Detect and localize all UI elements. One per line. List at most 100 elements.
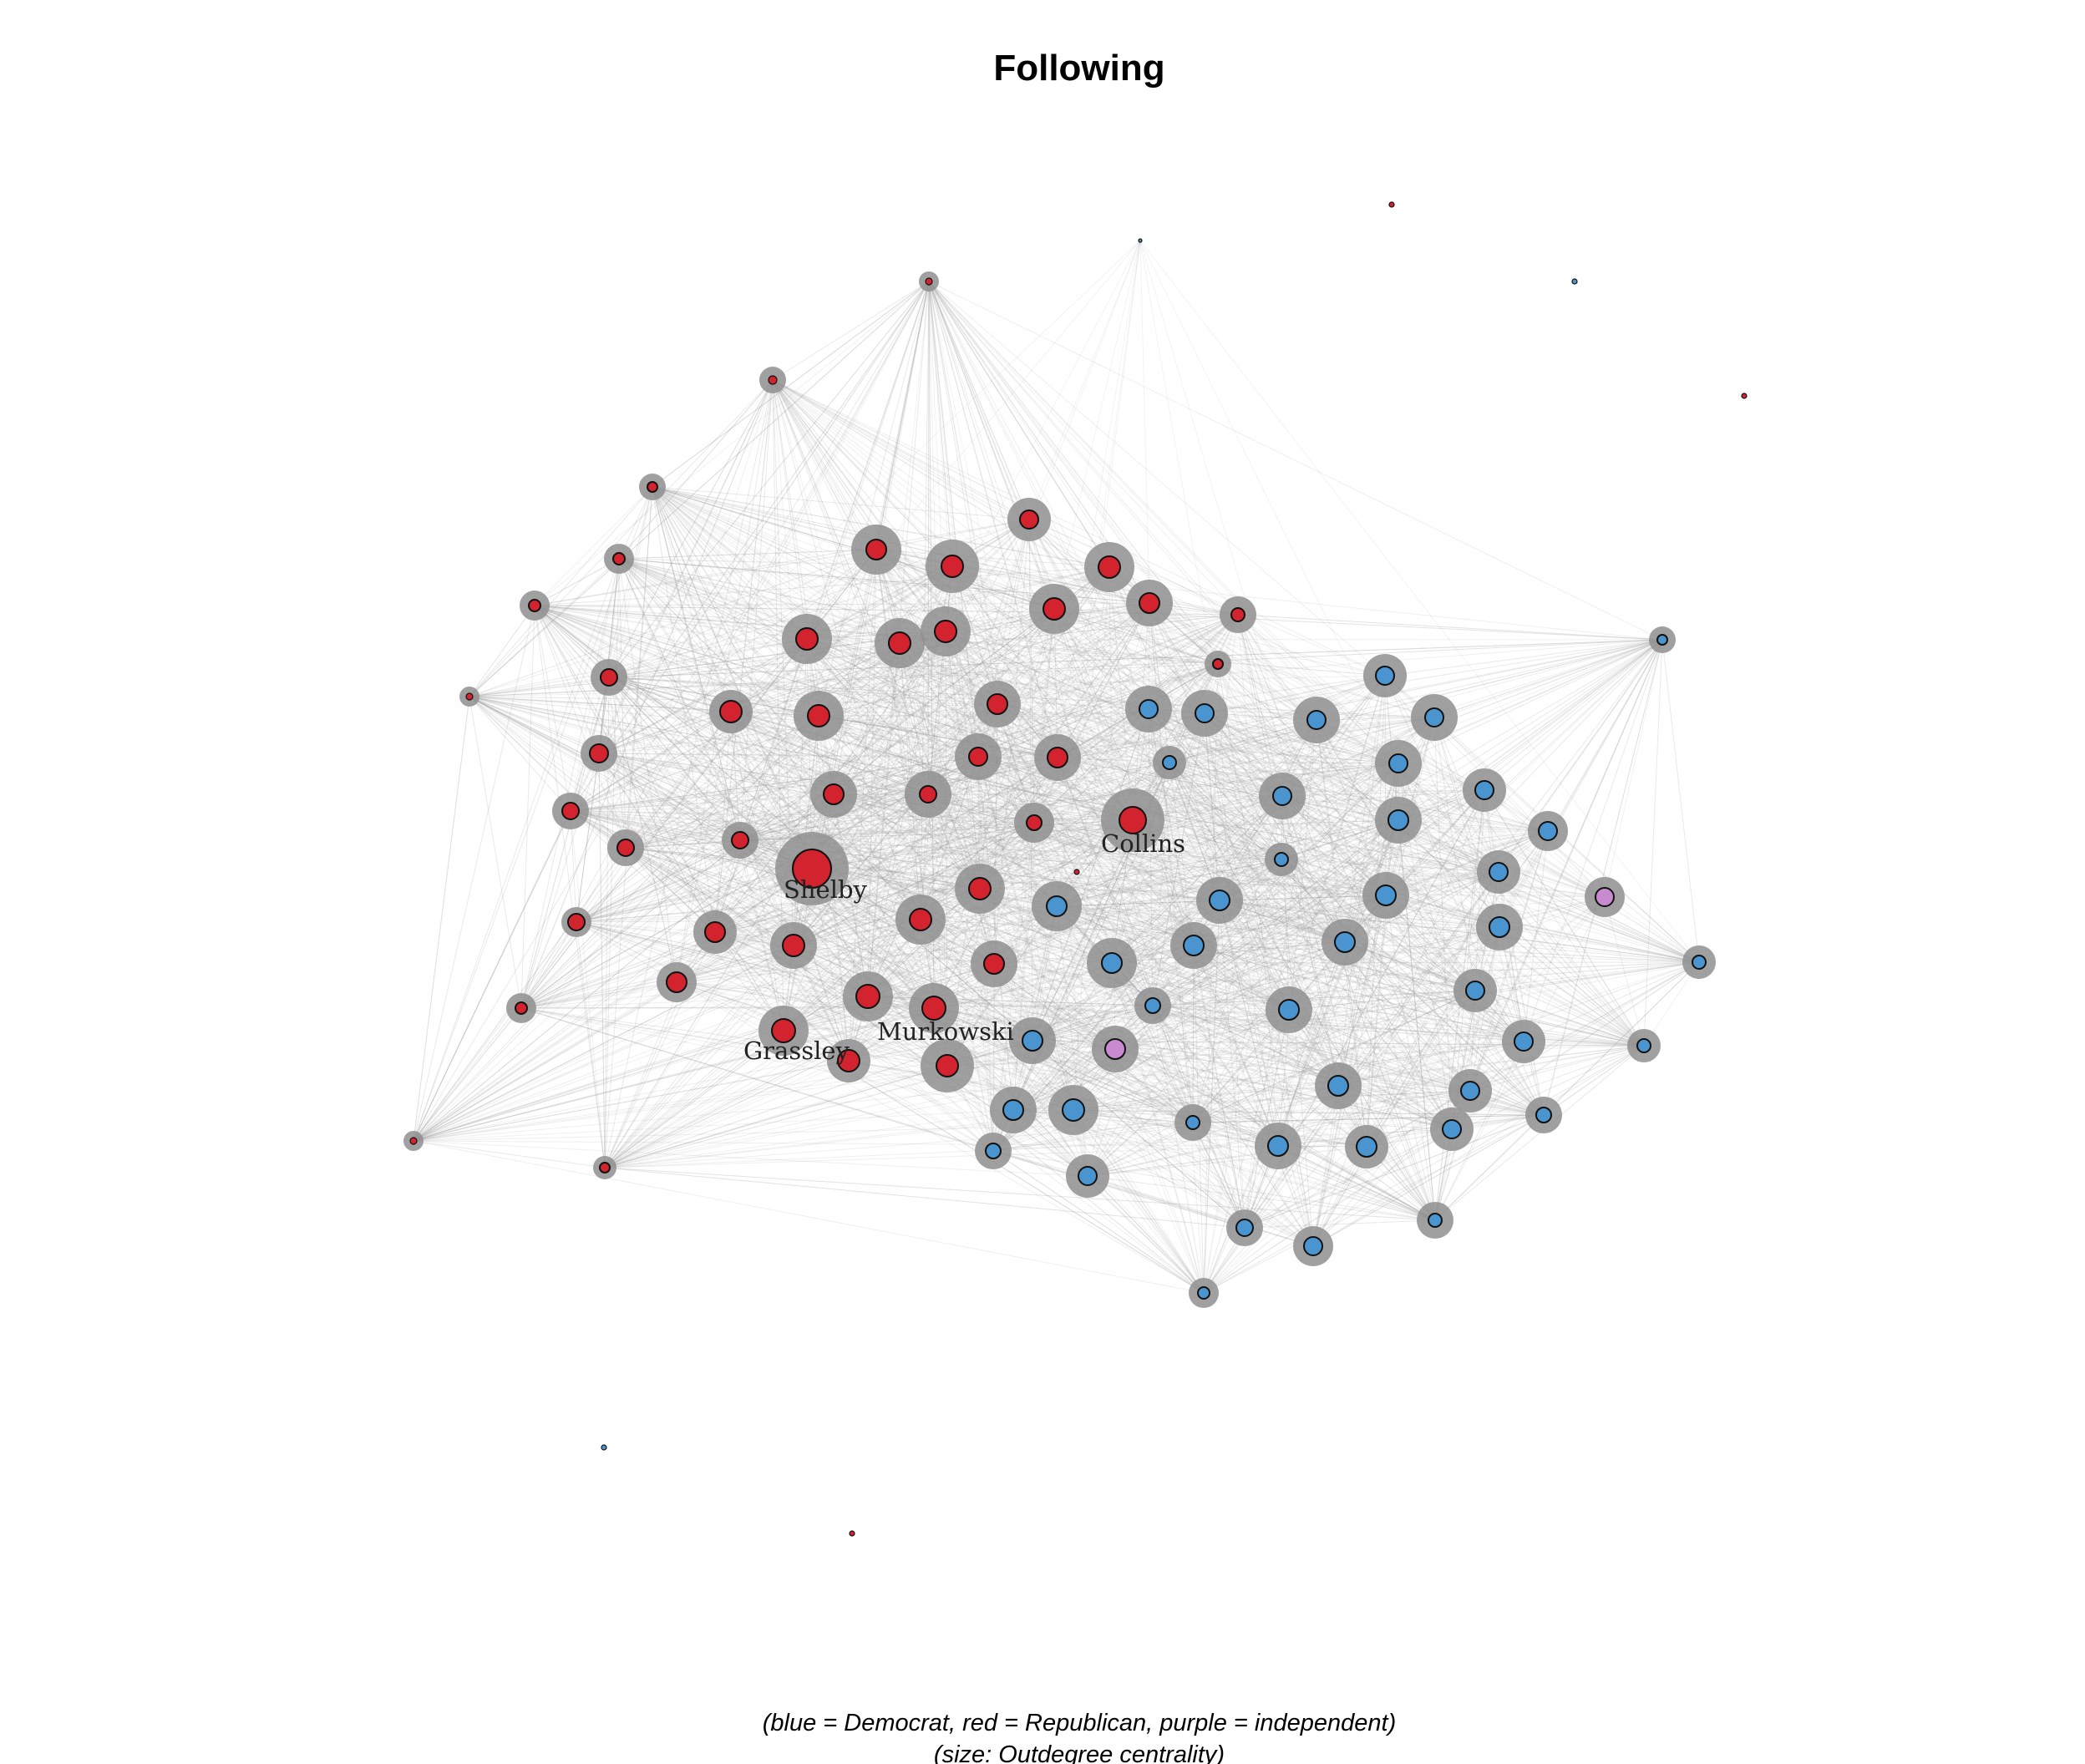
edge <box>806 638 1549 832</box>
senator-node-republican <box>1741 393 1748 399</box>
senator-node-republican <box>1139 592 1160 614</box>
edge <box>833 703 998 795</box>
edge <box>570 810 813 869</box>
edge <box>714 822 1035 933</box>
senator-node-republican <box>934 620 957 643</box>
senator-node-democrat <box>1428 1213 1443 1228</box>
edge <box>806 638 1058 758</box>
senator-node-republican <box>528 599 541 612</box>
edge <box>534 605 921 920</box>
edge <box>793 639 1663 946</box>
edge <box>806 638 921 920</box>
senator-node-republican <box>1026 814 1042 831</box>
senator-node-republican <box>704 921 726 943</box>
edge <box>833 663 1219 795</box>
edge <box>534 566 1110 606</box>
edge <box>652 486 808 640</box>
senator-node-republican <box>1230 607 1245 622</box>
senator-node-democrat <box>1535 1107 1552 1123</box>
edge <box>933 1007 1074 1111</box>
edge <box>997 703 1645 1047</box>
edge <box>945 631 1113 964</box>
edge <box>933 941 1346 1009</box>
edge <box>534 549 877 606</box>
edge <box>945 631 1058 907</box>
edge <box>469 638 808 697</box>
edge <box>413 1060 850 1142</box>
edge <box>806 638 1134 821</box>
edge <box>867 900 1220 997</box>
edge <box>946 608 1055 1067</box>
edge <box>714 888 981 933</box>
edge <box>806 638 1149 710</box>
senator-node-democrat <box>1571 278 1578 285</box>
edge <box>598 608 1055 754</box>
edge <box>534 605 716 933</box>
edge <box>730 711 1058 758</box>
edge <box>772 379 877 550</box>
edge <box>413 888 981 1142</box>
edge <box>1108 566 1205 714</box>
edge <box>811 822 1035 869</box>
edge <box>739 839 784 1032</box>
edge <box>1056 566 1110 907</box>
edge <box>875 549 1700 963</box>
senator-node-republican <box>795 627 819 651</box>
edge <box>652 486 741 841</box>
edge <box>772 379 808 640</box>
edge <box>783 757 1058 1032</box>
edge <box>730 711 1014 1111</box>
edge <box>951 565 1283 797</box>
edge <box>1057 757 1154 1006</box>
edge <box>783 793 835 1032</box>
edge <box>928 281 1058 758</box>
senator-node-republican <box>1212 658 1224 670</box>
senator-node-republican <box>807 704 830 727</box>
node-label-shelby: Shelby <box>784 875 868 904</box>
edge <box>1053 608 1436 1221</box>
edge <box>1033 822 1282 860</box>
edge <box>520 1007 948 1067</box>
senator-node-republican <box>849 1530 855 1537</box>
edge <box>730 703 998 712</box>
edge <box>772 379 784 1032</box>
senator-node-democrat <box>1375 666 1395 686</box>
edge <box>652 486 819 717</box>
edge <box>576 888 981 923</box>
edge <box>793 900 1220 946</box>
edge <box>413 868 813 1142</box>
edge <box>714 931 1545 1116</box>
edge <box>899 642 1282 860</box>
edge <box>1053 608 1170 763</box>
edge <box>739 839 869 997</box>
edge <box>951 565 1219 665</box>
senator-node-republican <box>599 1162 611 1173</box>
edge <box>739 839 935 1009</box>
edge <box>867 712 1205 997</box>
edge <box>1108 566 1245 1229</box>
edge <box>730 639 1663 712</box>
edge <box>811 712 1205 869</box>
edge <box>534 605 813 869</box>
edge <box>469 696 571 812</box>
edge <box>806 565 953 640</box>
edge <box>714 926 1500 933</box>
edge <box>652 486 869 997</box>
edge <box>927 793 1545 1116</box>
edge <box>818 715 1314 1247</box>
edge <box>598 753 784 1032</box>
edge <box>739 795 1283 841</box>
edge <box>576 839 741 923</box>
edge <box>618 549 877 560</box>
node-label-grassley: Grassley <box>743 1037 850 1065</box>
edge <box>570 602 1150 812</box>
edge <box>833 793 1346 943</box>
edge <box>1028 519 1035 824</box>
edge <box>833 793 1606 898</box>
edge <box>576 711 732 923</box>
edge <box>875 549 1149 710</box>
edge <box>625 822 1035 849</box>
edge <box>927 763 1399 795</box>
edge <box>1053 608 1279 1147</box>
edge <box>1053 608 1435 718</box>
